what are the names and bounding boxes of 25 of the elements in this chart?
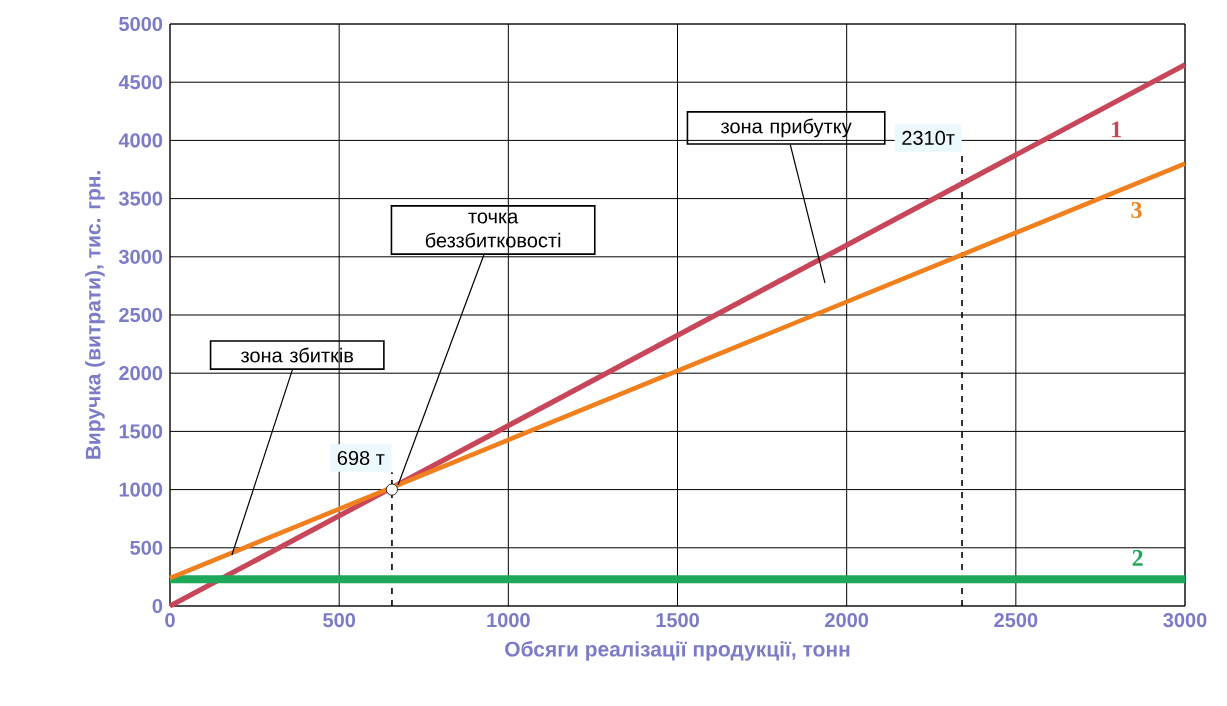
x-tick-label: 500 <box>323 613 356 628</box>
y-tick-label: 5000 <box>119 16 163 32</box>
x-tick-label: 2500 <box>994 613 1038 628</box>
ref-line-label: 698 т <box>337 450 385 466</box>
x-tick-label: 1000 <box>487 613 530 628</box>
y-tick-label: 4500 <box>118 75 163 90</box>
x-axis-title: Обсяги реалізації продукції, тонн <box>505 640 850 661</box>
series-label: 1 <box>1112 121 1121 138</box>
x-tick-label: 1500 <box>656 613 699 628</box>
x-tick-label: 2000 <box>825 613 869 628</box>
x-tick-label: 0 <box>165 613 175 628</box>
y-tick-label: 0 <box>152 598 163 614</box>
y-tick-label: 500 <box>130 540 163 555</box>
y-tick-label: 3000 <box>118 249 163 264</box>
y-axis-title: Виручка (витрати), тис. грн. <box>85 171 105 459</box>
series-label: 2 <box>1132 549 1143 566</box>
series-label: 3 <box>1131 201 1142 219</box>
y-tick-label: 2000 <box>119 366 163 381</box>
y-tick-label: 1000 <box>119 482 163 497</box>
x-tick-label: 3000 <box>1163 613 1207 628</box>
ref-line-label: 2310т <box>902 130 955 145</box>
y-tick-label: 2500 <box>119 307 163 323</box>
y-tick-label: 3500 <box>118 191 163 206</box>
y-tick-label: 1500 <box>119 424 163 439</box>
y-tick-label: 4000 <box>118 133 163 148</box>
